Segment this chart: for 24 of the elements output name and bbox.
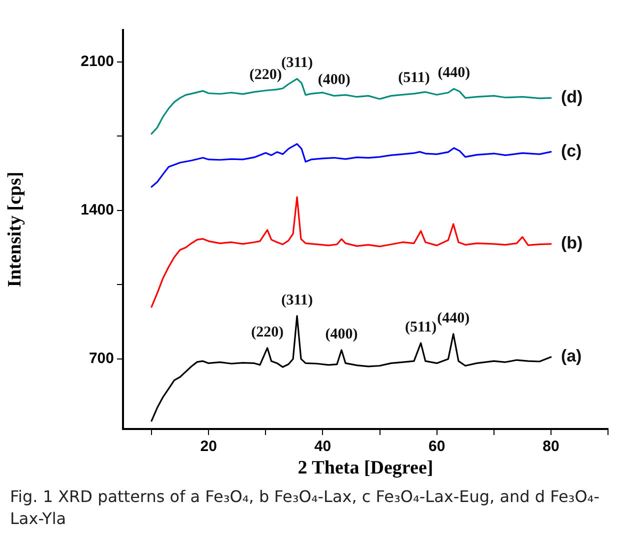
series-label: (a) bbox=[560, 346, 582, 366]
annotation: (400) bbox=[318, 72, 350, 88]
annotation: (511) bbox=[405, 319, 437, 336]
annotation: (511) bbox=[398, 70, 430, 86]
annotation: (400) bbox=[325, 326, 358, 342]
annotation: (220) bbox=[251, 324, 284, 340]
annotation: (440) bbox=[437, 310, 470, 326]
annotation: (220) bbox=[249, 66, 282, 83]
x-tick-label: 60 bbox=[428, 438, 446, 456]
series-label: (c) bbox=[560, 142, 582, 161]
series-label: (b) bbox=[560, 234, 583, 253]
annotation: (440) bbox=[438, 65, 470, 82]
y-axis-title: Intensity [cps] bbox=[4, 172, 26, 288]
caption: Fig. 1 XRD patterns of a Fe₃O₄, b Fe₃O₄-Lax, c Fe₃O₄-Lax-Eug, and d Fe₃O₄-Lax-Yla bbox=[10, 486, 600, 530]
x-axis-title: 2 Theta [Degree] bbox=[298, 458, 434, 479]
y-tick-label: 1400 bbox=[80, 202, 114, 219]
x-tick-label: 20 bbox=[200, 438, 217, 456]
x-tick-label: 40 bbox=[314, 438, 332, 456]
x-tick-label: 80 bbox=[542, 438, 560, 456]
annotation: (311) bbox=[281, 55, 313, 72]
series-label: (d) bbox=[560, 88, 583, 107]
y-tick-label: 2100 bbox=[80, 52, 114, 70]
annotation: (311) bbox=[281, 292, 313, 308]
y-tick-label: 700 bbox=[88, 350, 114, 368]
